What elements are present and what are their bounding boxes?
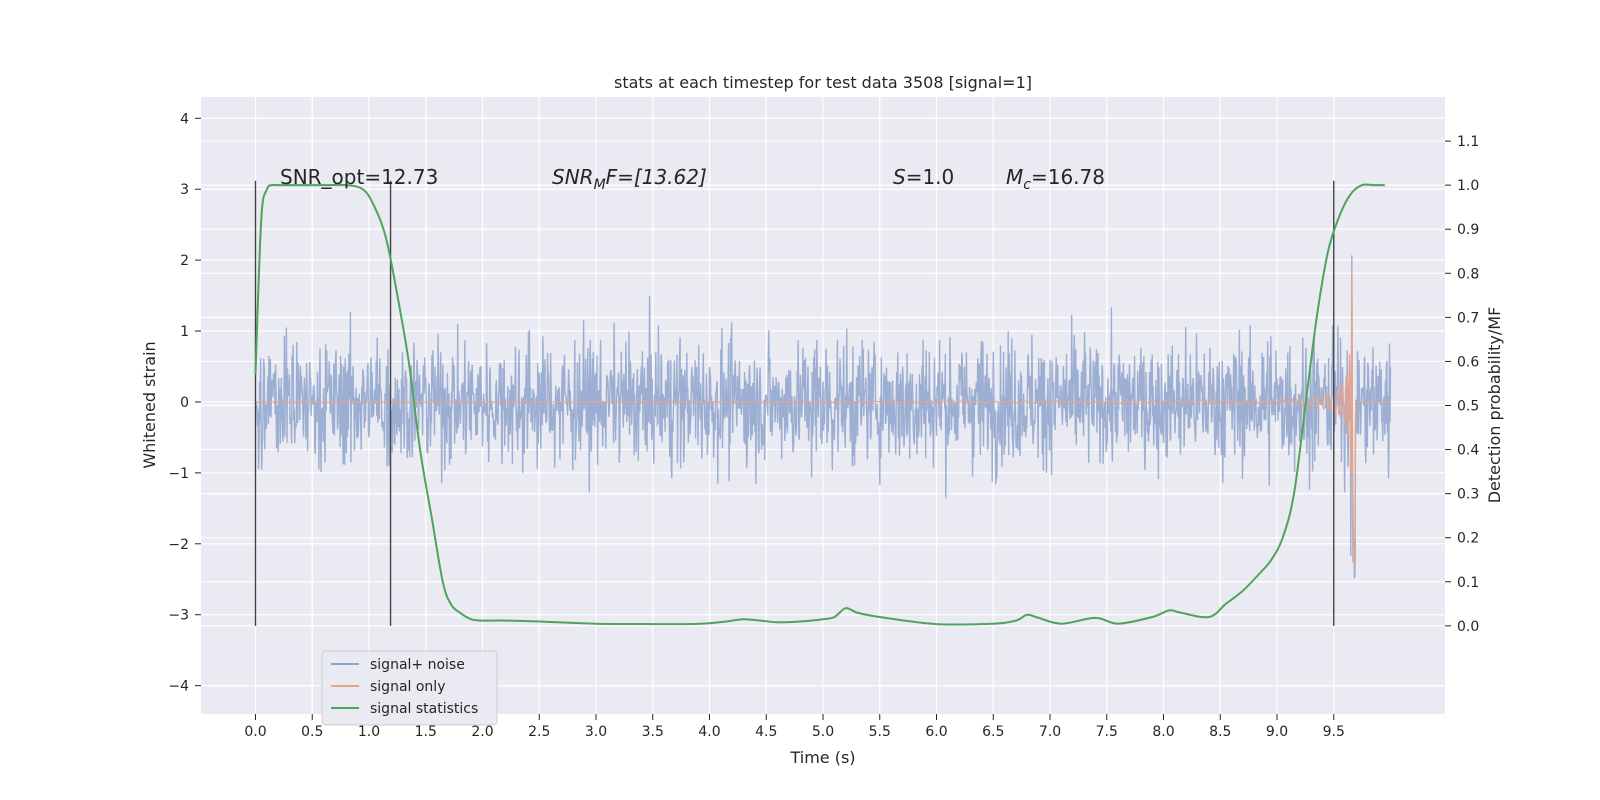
annotation-s-symbol: S xyxy=(893,165,906,189)
annotation-s: S=1.0 xyxy=(893,165,954,189)
x-tick-label: 9.5 xyxy=(1323,724,1345,740)
annotations: SNR_opt=12.73 SNRMF=[13.62] S=1.0 Mc=16.… xyxy=(280,165,1105,193)
y-tick-label: −1 xyxy=(168,466,189,482)
annotation-mc-subscript: c xyxy=(1023,177,1031,193)
x-tick-label: 1.5 xyxy=(415,724,437,740)
series-signal-plus-noise xyxy=(254,255,1392,579)
chart-title: stats at each timestep for test data 350… xyxy=(614,73,1032,92)
y-axis-right-ticks: 1.1 1.0 0.9 0.8 0.7 0.6 0.5 0.4 0.3 0.2 0.1 0.0 xyxy=(1445,134,1479,635)
x-tick-label: 6.0 xyxy=(925,724,947,740)
x-tick-label: 9.0 xyxy=(1266,724,1288,740)
y-axis-ticks: 4 3 2 1 0 −1 −2 −3 −4 xyxy=(168,111,201,695)
x-tick-label: 3.0 xyxy=(585,724,607,740)
annotation-mc: Mc=16.78 xyxy=(1006,165,1105,193)
x-axis-title: Time (s) xyxy=(789,748,855,767)
x-tick-label: 6.5 xyxy=(982,724,1004,740)
series-signal-statistics xyxy=(254,183,1385,626)
x-tick-label: 8.5 xyxy=(1209,724,1231,740)
annotation-mc-value: =16.78 xyxy=(1031,165,1105,189)
legend-label-signal-statistics: signal statistics xyxy=(370,701,478,717)
y-tick-label: −3 xyxy=(168,608,189,624)
y-tick-label: 3 xyxy=(180,182,189,198)
y-tick-label: −2 xyxy=(168,537,189,553)
x-tick-label: 4.0 xyxy=(698,724,720,740)
y-right-tick-label: 0.8 xyxy=(1457,266,1479,282)
y-tick-label: 1 xyxy=(180,324,189,340)
legend-label-signal-plus-noise: signal+ noise xyxy=(370,657,465,673)
legend-label-signal-only: signal only xyxy=(370,679,445,695)
x-tick-label: 4.5 xyxy=(755,724,777,740)
y-right-tick-label: 0.1 xyxy=(1457,575,1479,591)
y-right-tick-label: 1.0 xyxy=(1457,178,1479,194)
annotation-s-value: =1.0 xyxy=(906,165,955,189)
x-tick-label: 5.0 xyxy=(812,724,834,740)
x-tick-label: 0.0 xyxy=(244,724,266,740)
y-tick-label: −4 xyxy=(168,679,189,695)
legend: signal+ noise signal only signal statist… xyxy=(321,650,498,726)
x-tick-label: 7.5 xyxy=(1096,724,1118,740)
x-tick-label: 2.5 xyxy=(528,724,550,740)
y-right-tick-label: 0.0 xyxy=(1457,619,1479,635)
y-right-tick-label: 1.1 xyxy=(1457,134,1479,150)
legend-box xyxy=(321,650,498,726)
y-tick-label: 4 xyxy=(180,111,189,127)
x-tick-label: 2.0 xyxy=(471,724,493,740)
annotation-mc-symbol: M xyxy=(1006,165,1023,189)
signal-statistics-line xyxy=(254,183,1385,626)
y-tick-label: 0 xyxy=(180,395,189,411)
y-right-tick-label: 0.3 xyxy=(1457,487,1479,503)
x-tick-label: 1.0 xyxy=(358,724,380,740)
x-tick-label: 0.5 xyxy=(301,724,323,740)
y-right-tick-label: 0.7 xyxy=(1457,310,1479,326)
y-axis-title: Whitened strain xyxy=(140,341,159,468)
y-axis-right-title: Detection probability/MF xyxy=(1485,307,1504,504)
annotation-snr-mf-subscript: M xyxy=(594,177,606,193)
x-tick-label: 5.5 xyxy=(869,724,891,740)
y-right-tick-label: 0.4 xyxy=(1457,443,1479,459)
annotation-snr-mf-value: F=[13.62] xyxy=(606,165,707,189)
signal-plus-noise-line xyxy=(254,255,1392,579)
annotation-snr-mf: SNRMF=[13.62] xyxy=(552,165,707,193)
series-signal-only xyxy=(255,268,1391,563)
y-tick-label: 2 xyxy=(180,253,189,269)
y-right-tick-label: 0.9 xyxy=(1457,222,1479,238)
x-axis-ticks: 0.0 0.5 1.0 1.5 2.0 2.5 3.0 3.5 4.0 4.5 5.0 5.5 6.0 6… xyxy=(244,714,1345,740)
y-right-tick-label: 0.6 xyxy=(1457,354,1479,370)
annotation-snr-mf-symbol: SNR xyxy=(552,165,594,189)
y-right-tick-label: 0.2 xyxy=(1457,531,1479,547)
annotation-snr-opt: SNR_opt=12.73 xyxy=(280,165,438,189)
y-right-tick-label: 0.5 xyxy=(1457,399,1479,415)
x-tick-label: 7.0 xyxy=(1039,724,1061,740)
x-tick-label: 3.5 xyxy=(642,724,664,740)
signal-only-line xyxy=(255,268,1391,563)
x-tick-label: 8.0 xyxy=(1152,724,1174,740)
